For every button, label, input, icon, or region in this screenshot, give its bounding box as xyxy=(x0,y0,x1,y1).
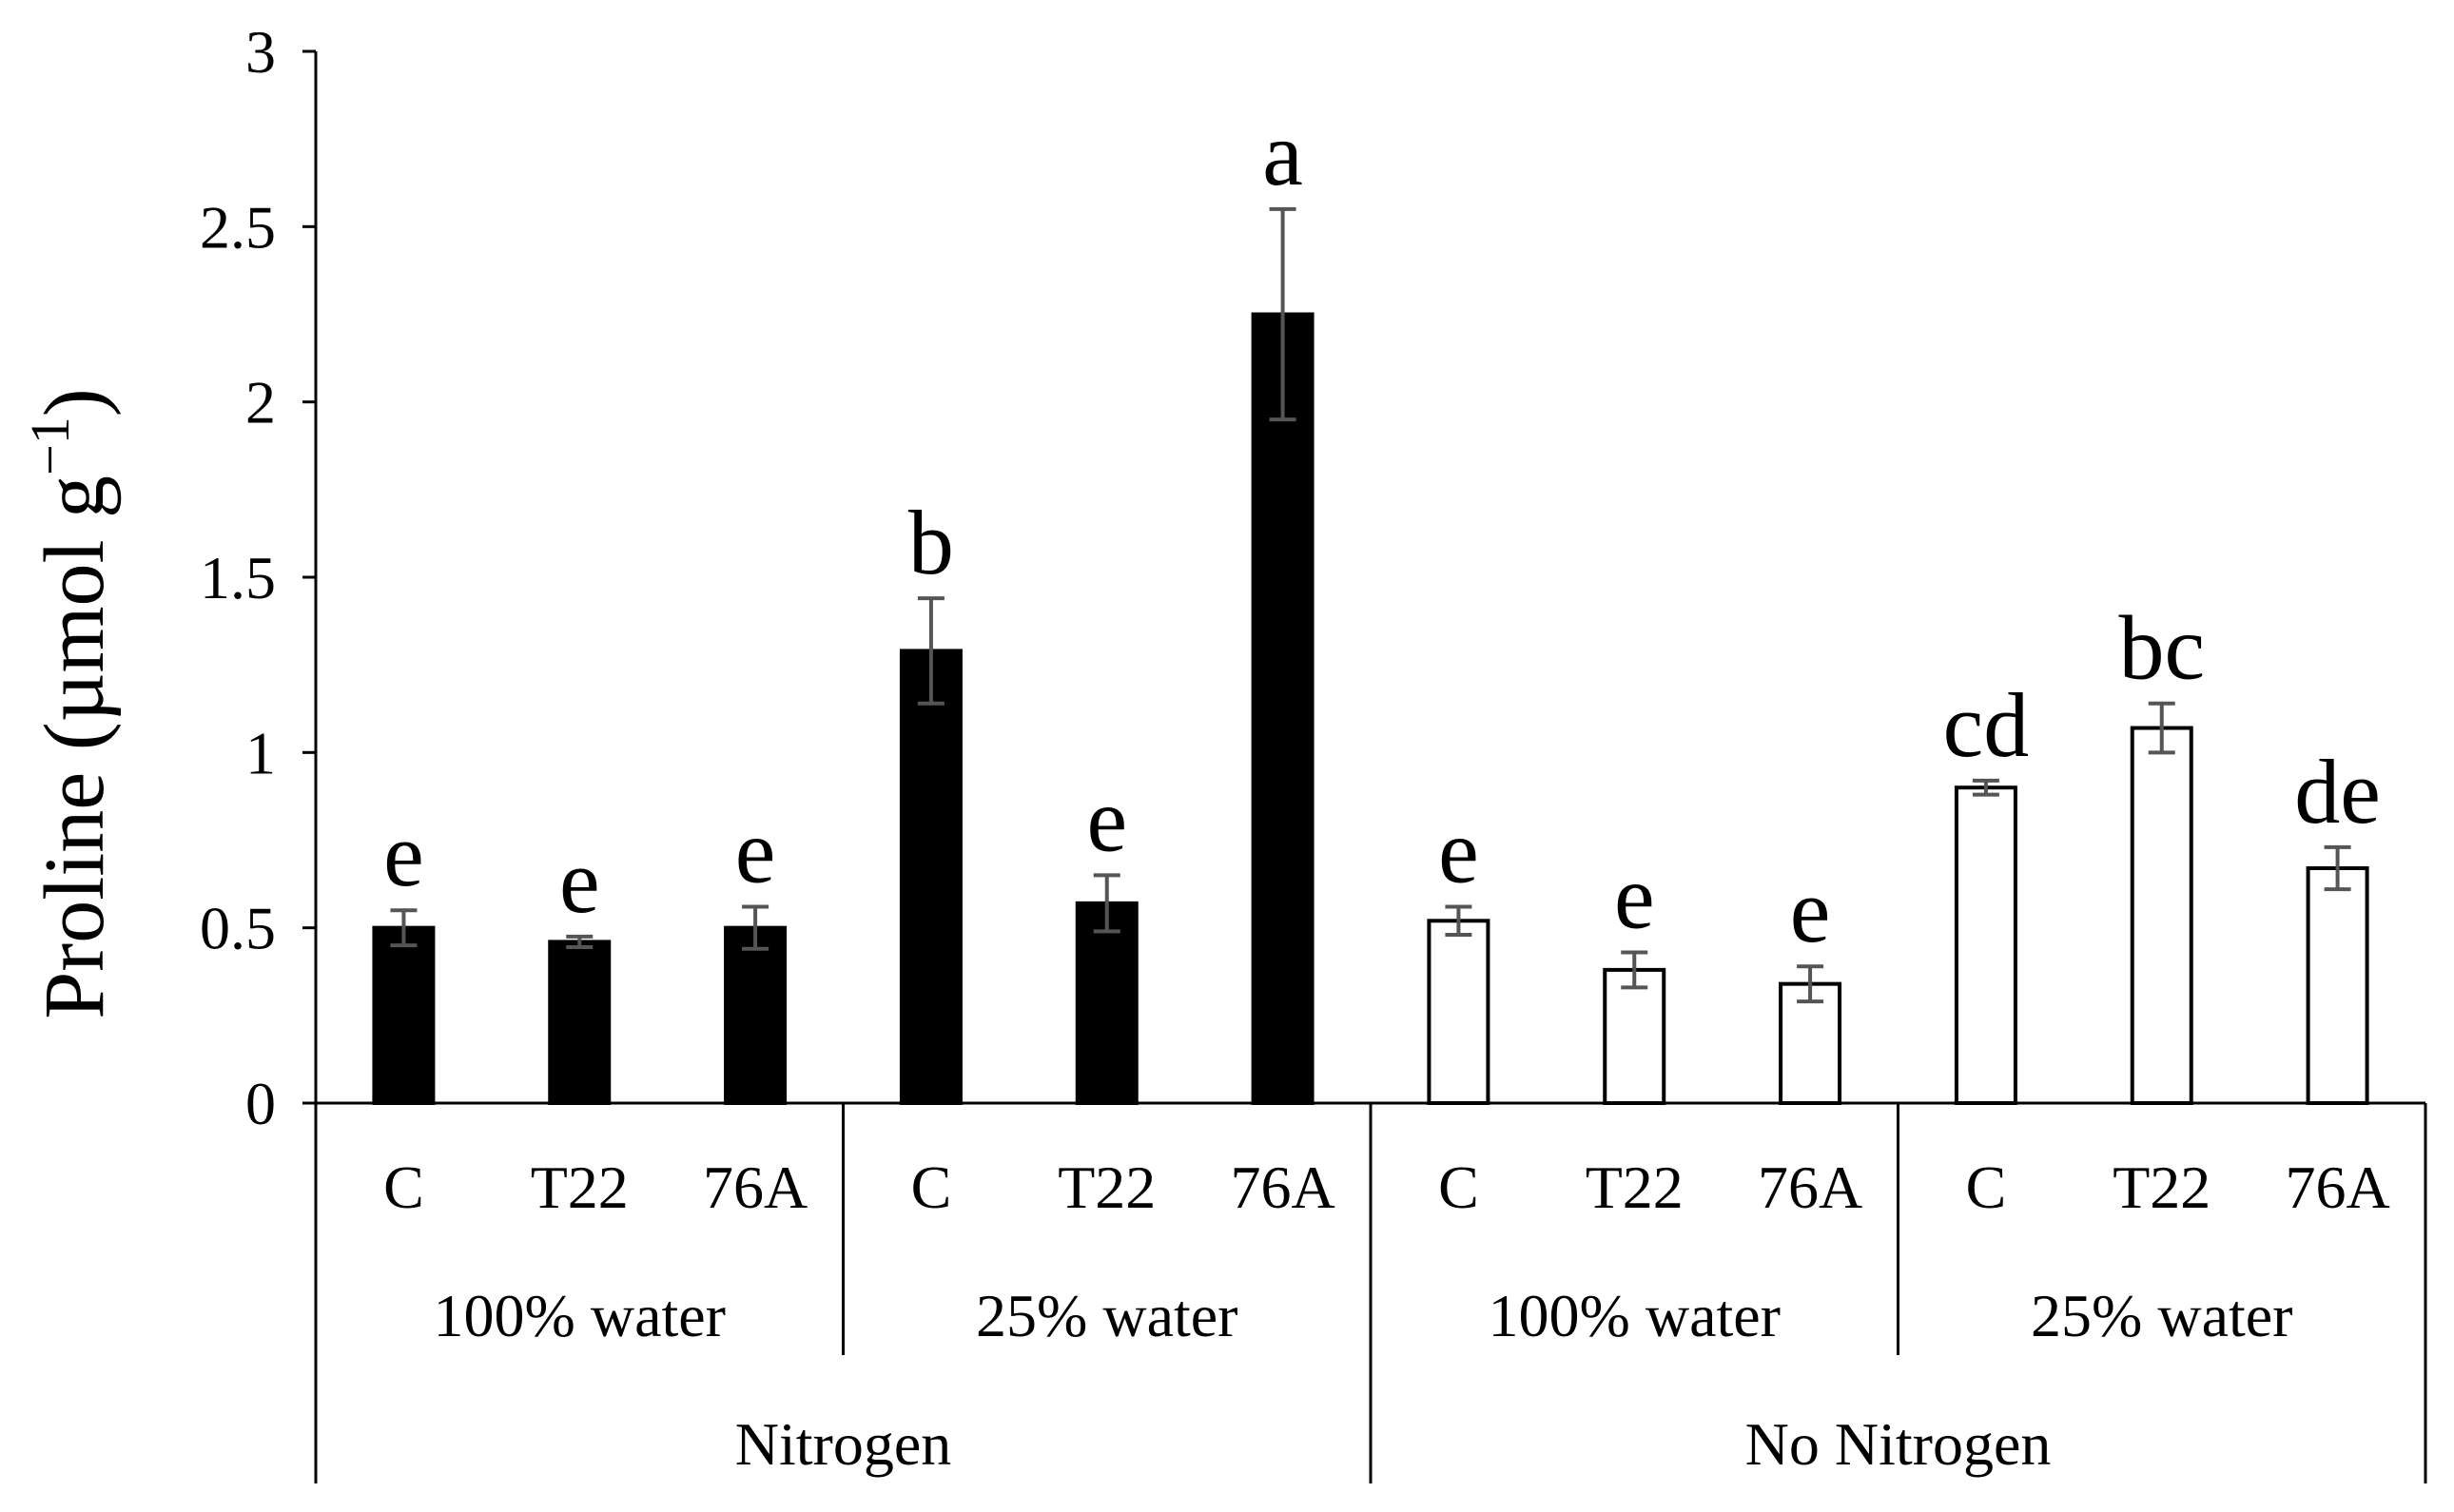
y-tick-label: 2 xyxy=(245,369,276,436)
x-category-label: C xyxy=(911,1153,952,1221)
significance-letter: e xyxy=(1614,845,1655,947)
error-bar xyxy=(566,934,594,949)
x-category-label: T22 xyxy=(531,1153,629,1221)
significance-letter: e xyxy=(559,830,600,932)
x-category-label: C xyxy=(1966,1153,2007,1221)
bar xyxy=(1251,312,1315,1105)
y-axis-title-superscript: −1 xyxy=(19,417,81,475)
x-category-label: 76A xyxy=(2285,1153,2389,1221)
x-category-label: 76A xyxy=(703,1153,808,1221)
error-bar xyxy=(1269,206,1296,422)
bar xyxy=(2306,865,2369,1106)
bar xyxy=(1603,967,1666,1106)
significance-letter: b xyxy=(908,492,954,593)
bar xyxy=(372,925,436,1106)
y-tick-label: 1 xyxy=(245,719,276,786)
axes xyxy=(314,51,2425,1105)
x-category-label: 76A xyxy=(1758,1153,1862,1221)
water-group-label: 100% water xyxy=(434,1282,726,1349)
x-category-label: 76A xyxy=(1230,1153,1334,1221)
x-category-labels: C T22 76A C T22 76A C T22 76A C T22 76A xyxy=(383,1153,2390,1221)
nitrogen-group-label: No Nitrogen xyxy=(1745,1410,2052,1478)
significance-letter: e xyxy=(1438,801,1479,902)
bar xyxy=(724,925,788,1106)
y-tick-label: 0.5 xyxy=(200,895,276,962)
error-bar xyxy=(1445,904,1472,938)
x-category-label: T22 xyxy=(1058,1153,1156,1221)
x-category-label: C xyxy=(1438,1153,1479,1221)
x-category-label: C xyxy=(383,1153,424,1221)
error-bar xyxy=(2324,844,2351,892)
error-bars xyxy=(390,206,2351,1004)
error-bar xyxy=(742,904,769,951)
significance-letter: bc xyxy=(2118,597,2205,699)
significance-letter: cd xyxy=(1943,674,2030,776)
bars xyxy=(372,312,2369,1106)
y-ticks: 0 0.5 1 1.5 2 2.5 3 xyxy=(200,18,316,1137)
x-category-label: T22 xyxy=(2113,1153,2211,1221)
y-tick-label: 2.5 xyxy=(200,193,276,261)
y-tick-label: 3 xyxy=(245,18,276,86)
significance-letter: e xyxy=(1790,860,1831,961)
significance-letter: a xyxy=(1262,103,1303,204)
y-axis-title-main: Proline (µmol g xyxy=(28,475,122,1019)
error-bar xyxy=(1972,778,1999,797)
significance-letter: e xyxy=(735,801,776,902)
y-axis-title: Proline (µmol g−1) xyxy=(19,388,122,1019)
bar xyxy=(548,940,612,1105)
nitrogen-group-label: Nitrogen xyxy=(735,1410,952,1478)
water-group-label: 25% water xyxy=(2031,1282,2292,1349)
water-group-label: 25% water xyxy=(976,1282,1237,1349)
y-axis-title-close: ) xyxy=(28,388,122,417)
y-axis-label: Proline (µmol g−1) xyxy=(19,388,122,1019)
error-bar xyxy=(2148,701,2175,755)
error-bar xyxy=(1093,873,1120,934)
significance-letter: e xyxy=(383,804,424,905)
bar xyxy=(1427,919,1490,1105)
y-tick-label: 1.5 xyxy=(200,544,276,611)
water-group-label: 100% water xyxy=(1489,1282,1781,1349)
x-category-label: T22 xyxy=(1586,1153,1684,1221)
y-tick-label: 0 xyxy=(245,1070,276,1137)
error-bar xyxy=(917,596,945,706)
error-bar xyxy=(1621,950,1648,990)
bar xyxy=(1954,785,2017,1105)
error-bar xyxy=(1797,964,1824,1004)
error-bar xyxy=(390,908,418,948)
bar xyxy=(899,649,963,1105)
bar xyxy=(1075,901,1139,1105)
significance-letter: e xyxy=(1086,768,1127,870)
significance-letter: de xyxy=(2294,741,2381,843)
bar xyxy=(2130,726,2193,1105)
group-labels: 100% water 25% water 100% water 25% water Ni… xyxy=(314,1103,2427,1483)
